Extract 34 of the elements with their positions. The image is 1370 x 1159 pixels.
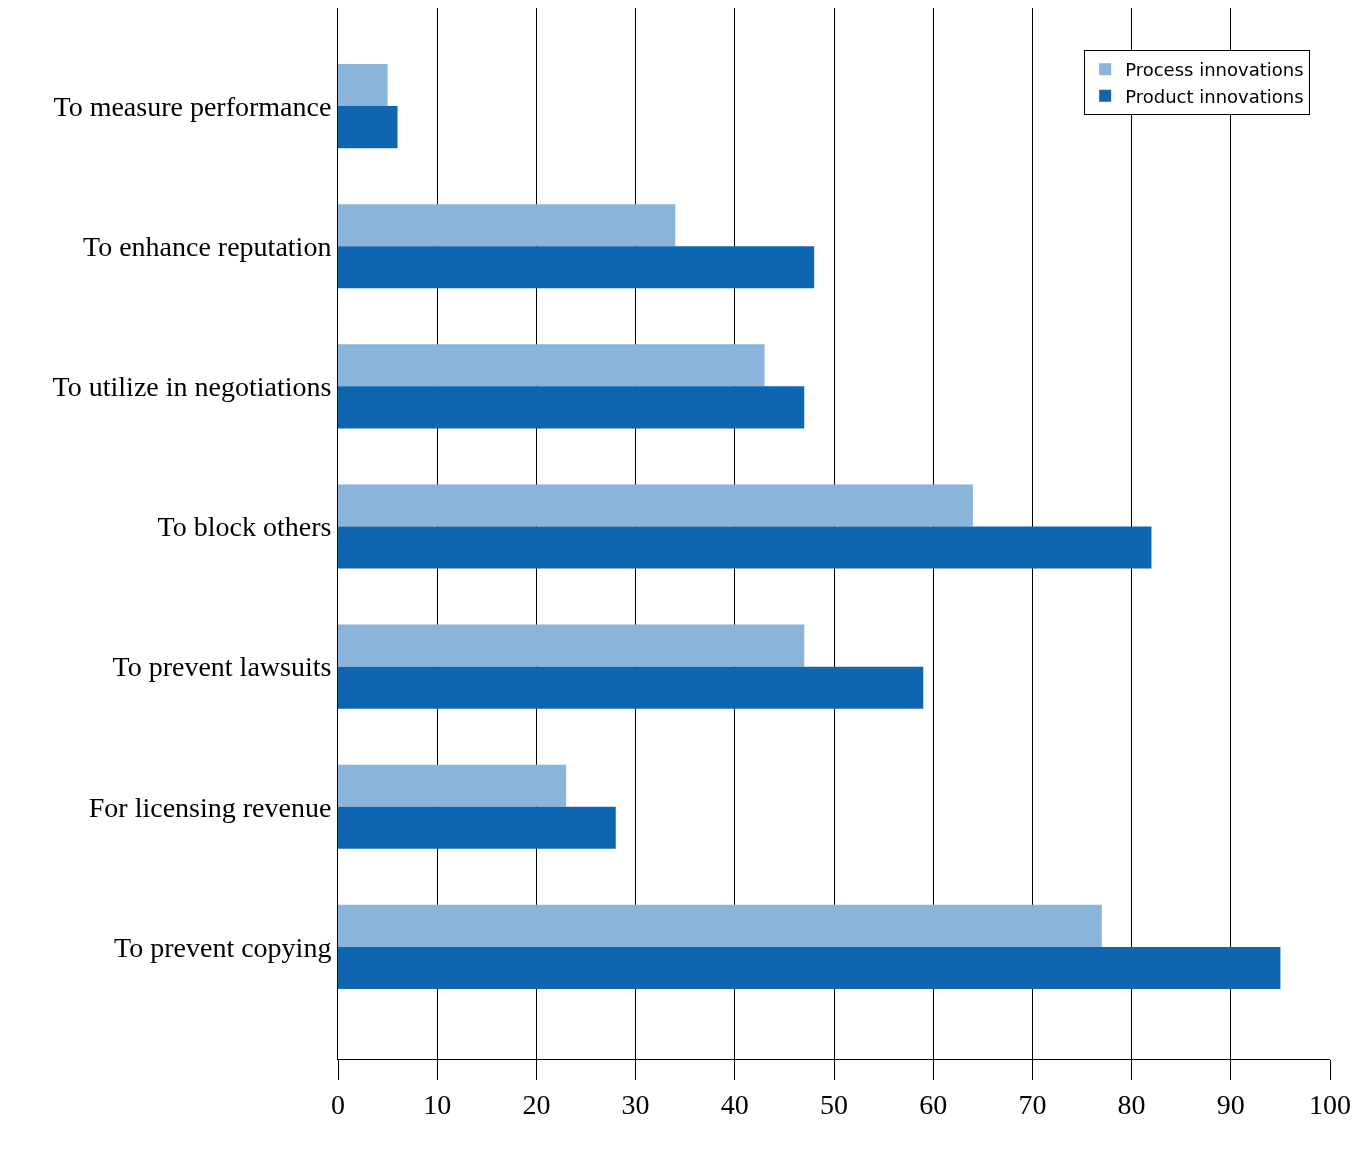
bar (338, 246, 815, 289)
legend-label: Product innovations (1125, 85, 1304, 107)
bar (338, 64, 388, 107)
y-tick-label: To measure performance (53, 90, 332, 122)
bar (338, 624, 805, 667)
x-tick-label: 30 (621, 1088, 650, 1120)
x-tick-label: 60 (919, 1088, 948, 1120)
bar (338, 946, 1281, 989)
bar (338, 106, 398, 149)
y-tick-label: To prevent lawsuits (112, 651, 332, 683)
bar (338, 526, 1152, 569)
x-tick-label: 100 (1309, 1088, 1351, 1120)
x-tick-label: 10 (423, 1088, 452, 1120)
bar (338, 204, 676, 247)
y-tick-label: To utilize in negotiations (52, 371, 332, 403)
y-tick-label: For licensing revenue (88, 791, 332, 823)
x-tick-label: 80 (1117, 1088, 1146, 1120)
y-tick-label: To block others (157, 511, 332, 543)
bar (338, 904, 1102, 947)
x-tick-label: 50 (820, 1088, 848, 1120)
bar (338, 764, 567, 807)
bar (338, 386, 805, 429)
y-tick-label: To enhance reputation (83, 231, 332, 263)
bar (338, 484, 973, 527)
x-tick-label: 40 (720, 1088, 749, 1120)
y-tick-label: To prevent copying (114, 931, 332, 963)
x-tick-label: 0 (331, 1088, 345, 1120)
bar (338, 666, 924, 709)
x-tick-label: 90 (1216, 1088, 1245, 1120)
x-tick-label: 20 (522, 1088, 551, 1120)
bar (338, 806, 616, 849)
legend-label: Process innovations (1125, 59, 1304, 81)
bar (338, 344, 765, 387)
x-tick-label: 70 (1018, 1088, 1047, 1120)
